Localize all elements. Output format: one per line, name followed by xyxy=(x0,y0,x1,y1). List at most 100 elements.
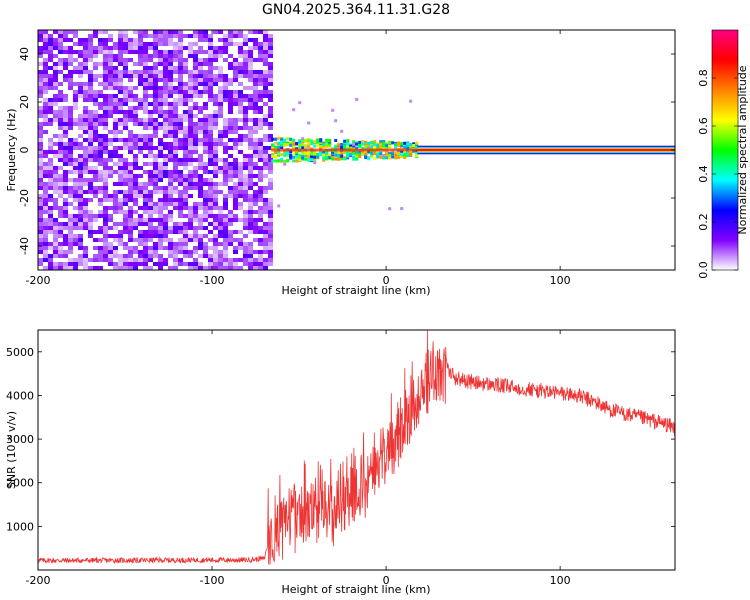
heatmap-cell xyxy=(258,126,263,130)
heatmap-cell xyxy=(178,242,183,246)
heatmap-cell xyxy=(43,34,48,38)
heatmap-cell xyxy=(263,114,268,118)
heatmap-cell xyxy=(248,186,253,190)
heatmap-cell xyxy=(73,42,78,46)
heatmap-cell xyxy=(58,50,63,54)
heatmap-cell xyxy=(63,66,68,70)
heatmap-cell xyxy=(73,138,78,142)
heatmap-cell xyxy=(103,242,108,246)
heatmap-cell xyxy=(143,162,148,166)
heatmap-cell xyxy=(78,178,83,182)
heatmap-cell xyxy=(123,210,128,214)
heatmap-cell xyxy=(138,142,143,146)
heatmap-cell xyxy=(343,151,347,154)
heatmap-cell xyxy=(153,110,158,114)
heatmap-cell xyxy=(83,70,88,74)
heatmap-cell xyxy=(193,214,198,218)
heatmap-cell xyxy=(208,154,213,158)
heatmap-cell xyxy=(173,118,178,122)
heatmap-cell xyxy=(103,138,108,142)
heatmap-cell xyxy=(143,66,148,70)
heatmap-cell xyxy=(248,230,253,234)
heatmap-cell xyxy=(103,190,108,194)
heatmap-cell xyxy=(143,262,148,266)
heatmap-cell xyxy=(213,82,218,86)
heatmap-cell xyxy=(263,202,268,206)
heatmap-cell xyxy=(233,30,238,34)
heatmap-cell xyxy=(178,138,183,142)
heatmap-cell xyxy=(53,134,58,138)
heatmap-cell xyxy=(143,198,148,202)
heatmap-cell xyxy=(268,226,273,230)
heatmap-cell xyxy=(203,266,208,270)
heatmap-cell xyxy=(48,38,53,42)
heatmap-cell xyxy=(183,262,188,266)
heatmap-cell xyxy=(268,186,273,190)
heatmap-cell xyxy=(168,174,173,178)
heatmap-cell xyxy=(148,170,153,174)
heatmap-cell xyxy=(143,34,148,38)
heatmap-cell xyxy=(78,166,83,170)
heatmap-cell xyxy=(183,182,188,186)
heatmap-cell xyxy=(258,118,263,122)
heatmap-cell xyxy=(43,118,48,122)
heatmap-cell xyxy=(68,162,73,166)
heatmap-cell xyxy=(128,206,133,210)
heatmap-cell xyxy=(128,234,133,238)
heatmap-cell xyxy=(238,82,243,86)
heatmap-cell xyxy=(138,30,143,34)
heatmap-cell xyxy=(123,46,128,50)
heatmap-cell xyxy=(208,198,213,202)
heatmap-cell xyxy=(183,154,188,158)
heatmap-cell xyxy=(334,150,338,154)
heatmap-cell xyxy=(103,46,108,50)
heatmap-cell xyxy=(108,62,113,66)
heatmap-cell xyxy=(88,190,93,194)
heatmap-cell xyxy=(193,246,198,250)
heatmap-cell xyxy=(108,226,113,230)
heatmap-cell xyxy=(53,62,58,66)
heatmap-cell xyxy=(213,182,218,186)
heatmap-cell xyxy=(233,70,238,74)
heatmap-cell xyxy=(198,130,203,134)
heatmap-cell xyxy=(183,222,188,226)
heatmap-cell xyxy=(73,122,78,126)
heatmap-cell xyxy=(223,146,228,150)
heatmap-cell xyxy=(238,190,243,194)
heatmap-cell xyxy=(238,246,243,250)
heatmap-cell xyxy=(198,214,203,218)
heatmap-cell xyxy=(248,74,253,78)
heatmap-cell xyxy=(403,153,407,157)
heatmap-cell xyxy=(128,210,133,214)
heatmap-cell xyxy=(253,202,258,206)
heatmap-cell xyxy=(63,226,68,230)
heatmap-cell xyxy=(128,38,133,42)
heatmap-cell xyxy=(58,42,63,46)
heatmap-cell xyxy=(168,54,173,58)
heatmap-cell xyxy=(310,158,314,162)
heatmap-cell xyxy=(38,50,43,54)
heatmap-cell xyxy=(248,130,253,134)
heatmap-cell xyxy=(123,174,128,178)
heatmap-cell xyxy=(63,110,68,114)
heatmap-cell xyxy=(158,222,163,226)
heatmap-cell xyxy=(98,254,103,258)
colorbar-tick-label: 0.2 xyxy=(697,213,710,231)
heatmap-cell xyxy=(103,110,108,114)
heatmap-cell xyxy=(168,154,173,158)
heatmap-cell xyxy=(93,218,98,222)
heatmap-cell xyxy=(263,134,268,138)
heatmap-cell xyxy=(83,90,88,94)
heatmap-cell xyxy=(113,210,118,214)
heatmap-cell xyxy=(53,266,58,270)
heatmap-cell xyxy=(158,170,163,174)
heatmap-cell xyxy=(213,262,218,266)
heatmap-cell xyxy=(123,266,128,270)
heatmap-cell xyxy=(113,234,118,238)
heatmap-cell xyxy=(163,62,168,66)
heatmap-cell xyxy=(88,126,93,130)
heatmap-cell xyxy=(188,162,193,166)
heatmap-cell xyxy=(168,102,173,106)
heatmap-cell xyxy=(203,226,208,230)
heatmap-cell xyxy=(258,242,263,246)
